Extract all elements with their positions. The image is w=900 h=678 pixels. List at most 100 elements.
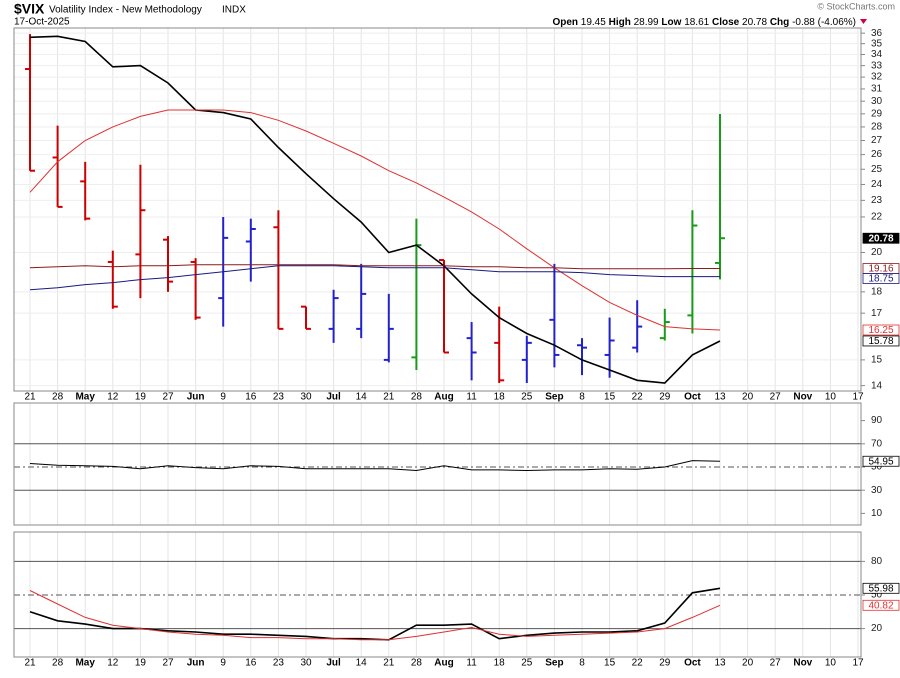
x-tick-label: 10 [825,658,837,669]
x-tick-label: 14 [356,392,368,403]
x-tick-label: 30 [300,392,312,403]
x-tick-label: 23 [273,658,285,669]
x-tick-label: 15 [604,392,616,403]
value-label-box [862,335,900,347]
x-tick-label: 21 [24,392,36,403]
x-tick-label: Jul [326,392,341,403]
value-label: 15.78 [868,336,893,347]
x-tick-label: Oct [684,658,701,669]
series-line [29,35,721,384]
x-tick-label: Nov [793,658,812,669]
x-tick-label: 13 [714,392,726,403]
x-tick-label: 21 [383,658,395,669]
y-tick-label: 14 [871,380,883,391]
x-tick-label: 11 [466,658,477,669]
value-label: 19.16 [868,264,893,275]
down-arrow [860,19,867,24]
x-tick-label: 8 [579,392,585,403]
x-tick-label: 20 [742,392,754,403]
x-tick-label: 21 [383,392,395,403]
x-tick-label: May [75,392,95,403]
x-tick-label: 17 [852,658,864,669]
panel-frame [13,27,862,392]
y-tick-label: 29 [871,108,883,119]
y-tick-label: 22 [871,212,883,223]
x-tick-label: 13 [714,658,726,669]
y-tick-label: 24 [871,179,883,190]
x-tick-label: Oct [684,392,701,403]
x-tick-label: 8 [579,658,585,669]
change: -0.88 [792,17,815,28]
x-tick-label: 29 [659,658,671,669]
low-label: Low [661,17,681,28]
x-tick-label: 22 [632,658,644,669]
value-label: 40.82 [868,600,893,611]
value-label-box [862,324,900,336]
y-tick-label: 33 [871,60,883,71]
x-tick-label: 28 [52,392,64,403]
x-tick-label: 27 [770,392,782,403]
close-label: Close [712,17,740,28]
x-tick-label: Nov [793,392,812,403]
x-tick-label: 27 [162,392,174,403]
value-label: 54.95 [868,456,893,467]
y-tick-label: 28 [871,122,883,133]
y-tick-label: 80 [871,556,883,567]
chg-label: Chg [770,17,789,28]
x-tick-label: Jul [326,658,341,669]
x-tick-label: 12 [107,392,119,403]
y-tick-label: 23 [871,195,883,206]
instrument-name: Volatility Index - New Methodology [49,5,202,16]
x-tick-label: 27 [162,658,174,669]
x-tick-label: 14 [356,658,368,669]
y-tick-label: 36 [871,28,883,39]
exchange: INDX [222,5,246,16]
value-label: 18.75 [868,274,893,285]
y-tick-label: 30 [871,96,883,107]
value-label-box [862,599,900,611]
x-tick-label: 28 [411,658,423,669]
y-tick-label: 20 [871,623,883,634]
x-tick-label: Jun [187,658,205,669]
change-pct: (-4.06%) [818,17,856,28]
x-tick-label: 16 [245,392,257,403]
x-tick-label: 15 [604,658,616,669]
x-tick-label: 9 [220,658,226,669]
x-tick-label: May [75,658,95,669]
y-tick-label: 30 [871,485,883,496]
x-tick-label: 21 [24,658,36,669]
x-tick-label: 22 [632,392,644,403]
y-tick-label: 18 [871,286,883,297]
x-tick-label: 17 [852,392,864,403]
value-label-box [862,273,900,284]
y-tick-label: 70 [871,438,883,449]
x-tick-label: 29 [659,392,671,403]
value-label: 16.25 [868,325,893,336]
close-value: 20.78 [742,17,767,28]
y-tick-label: 90 [871,415,883,426]
x-tick-label: Sep [545,658,563,669]
panel-frame [13,402,862,526]
open-value: 19.45 [581,17,606,28]
high-label: High [609,17,631,28]
x-tick-label: 28 [411,392,423,403]
symbol: $VIX [14,1,45,17]
y-tick-label: 50 [871,590,883,601]
x-tick-label: 19 [135,392,147,403]
series-line [29,109,721,331]
y-tick-label: 26 [871,149,883,160]
high-value: 28.99 [634,17,659,28]
x-tick-label: Jun [187,392,205,403]
quote: Open 19.45 High 28.99 Low 18.61 Close 20… [552,17,856,28]
x-tick-label: 9 [220,392,226,403]
y-tick-label: 20 [871,247,883,258]
y-tick-label: 31 [871,84,883,95]
series-line [29,264,720,270]
value-label: 20.78 [868,233,893,244]
value-label: 55.98 [868,583,893,594]
credit: © StockCharts.com [817,1,895,11]
x-tick-label: 20 [742,658,754,669]
x-tick-label: Aug [434,392,453,403]
